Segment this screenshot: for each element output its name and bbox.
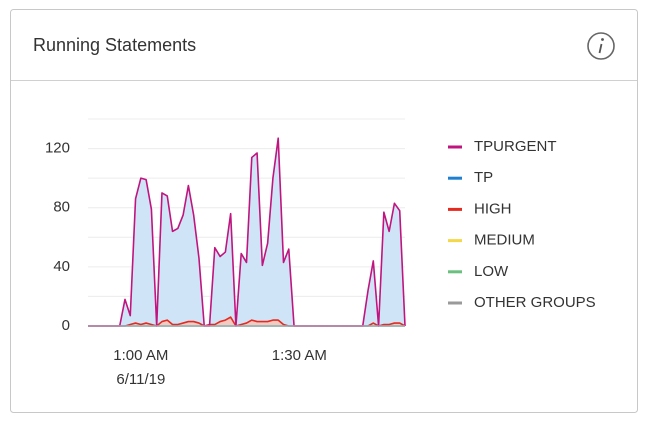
info-icon-stem[interactable] [598, 43, 603, 54]
legend-label: TP [474, 169, 493, 186]
info-icon-dot[interactable] [601, 38, 604, 41]
area-fill [88, 317, 405, 326]
legend-item: LOW [448, 263, 509, 280]
info-button[interactable] [587, 32, 615, 60]
card-title: Running Statements [33, 35, 196, 55]
legend-item: TPURGENT [448, 138, 557, 155]
y-tick-label: 0 [62, 317, 70, 334]
area-fill [88, 138, 405, 326]
x-date-label: 6/11/19 [116, 371, 165, 388]
legend-item: TP [448, 169, 493, 186]
legend-label: MEDIUM [474, 232, 535, 249]
y-tick-label: 40 [53, 258, 70, 275]
x-tick-label: 1:00 AM [113, 347, 168, 364]
legend-item: HIGH [448, 200, 512, 217]
legend-label: LOW [474, 263, 509, 280]
legend-item: OTHER GROUPS [448, 294, 596, 311]
x-tick-label: 1:30 AM [272, 347, 327, 364]
legend-label: OTHER GROUPS [474, 294, 596, 311]
y-tick-label: 80 [53, 199, 70, 216]
legend-label: TPURGENT [474, 138, 557, 155]
y-tick-label: 120 [45, 140, 70, 157]
legend-label: HIGH [474, 200, 512, 217]
legend-item: MEDIUM [448, 232, 535, 249]
